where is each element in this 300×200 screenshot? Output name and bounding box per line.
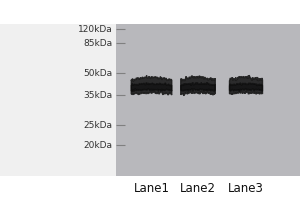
Text: Lane2: Lane2 (180, 182, 216, 194)
Bar (0, 24, 116, 176)
Bar (116, 24, 300, 176)
Polygon shape (181, 76, 215, 96)
Text: Lane1: Lane1 (134, 182, 169, 194)
Text: 35kDa: 35kDa (83, 90, 112, 99)
Polygon shape (181, 82, 215, 91)
Text: 50kDa: 50kDa (83, 68, 112, 77)
Polygon shape (131, 83, 172, 91)
Text: 120kDa: 120kDa (78, 24, 112, 33)
Polygon shape (230, 83, 262, 91)
Polygon shape (131, 76, 172, 95)
Text: 20kDa: 20kDa (83, 140, 112, 149)
Text: 25kDa: 25kDa (83, 120, 112, 130)
Text: 85kDa: 85kDa (83, 38, 112, 47)
Text: Lane3: Lane3 (228, 182, 264, 194)
Polygon shape (230, 75, 262, 94)
